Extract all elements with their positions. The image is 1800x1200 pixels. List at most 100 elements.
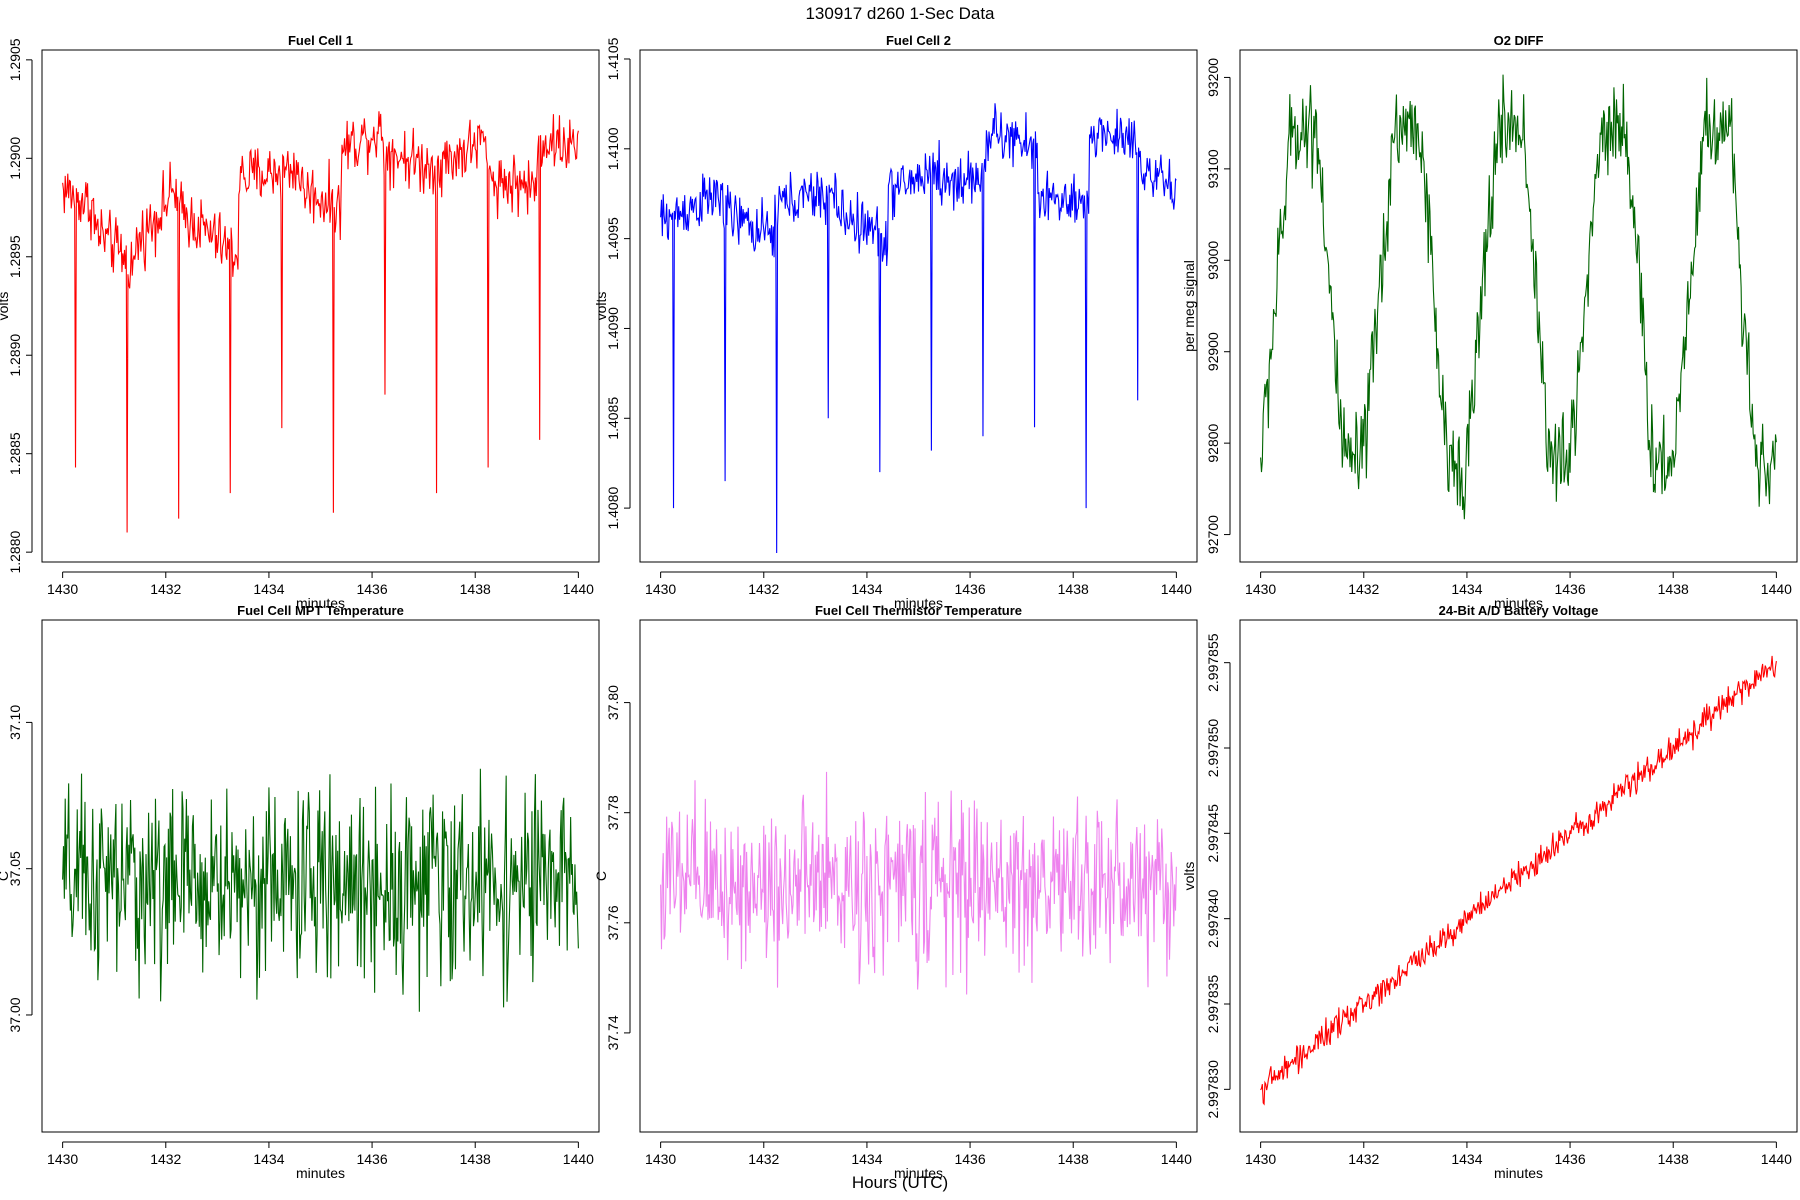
chart-panel-2: Fuel Cell 2 1430 1432 1434 1436 1438 1440 minut… — [593, 33, 1198, 611]
chart-panel-3: O2 DIFF 1430 1432 1434 1436 1438 1440 minutes 92… — [1181, 33, 1798, 611]
x-tick-label: 1438 — [1658, 1151, 1689, 1167]
y-tick-label: 92900 — [1205, 332, 1221, 371]
series-line — [660, 771, 1177, 995]
y-axis-label: C — [0, 871, 11, 881]
x-tick-label: 1434 — [253, 581, 284, 597]
series-line — [62, 111, 579, 533]
y-tick-label: 2.997835 — [1205, 975, 1221, 1034]
x-tick-label: 1438 — [460, 1151, 491, 1167]
plot-frame — [639, 49, 1198, 563]
y-tick-label: 2.997845 — [1205, 804, 1221, 863]
x-tick-label: 1436 — [954, 581, 985, 597]
y-tick-label: 92800 — [1205, 423, 1221, 462]
y-tick-label: 37.05 — [7, 851, 23, 886]
chart-panel-5: Fuel Cell Thermistor Temperature 1430 1432… — [593, 603, 1198, 1181]
x-axis-label: minutes — [296, 595, 345, 611]
x-axis-label: minutes — [1494, 595, 1543, 611]
chart-title: O2 DIFF — [1494, 33, 1544, 48]
chart-panel-4: Fuel Cell MPT Temperature 1430 1432 1434 143… — [0, 603, 600, 1181]
y-tick-label: 1.2880 — [7, 531, 23, 574]
x-tick-label: 1434 — [1451, 1151, 1482, 1167]
y-tick-label: 1.4090 — [605, 307, 621, 350]
y-tick-label: 92700 — [1205, 515, 1221, 554]
x-tick-label: 1436 — [356, 581, 387, 597]
y-axis-label: per meg signal — [1181, 260, 1197, 352]
x-axis-label: minutes — [894, 595, 943, 611]
y-tick-label: 37.78 — [605, 795, 621, 830]
y-tick-label: 1.2895 — [7, 235, 23, 278]
x-tick-label: 1438 — [1058, 1151, 1089, 1167]
y-tick-label: 1.2900 — [7, 137, 23, 180]
y-tick-label: 37.00 — [7, 997, 23, 1032]
x-tick-label: 1432 — [748, 581, 779, 597]
y-tick-label: 1.4080 — [605, 486, 621, 529]
figure-footer-label: Hours (UTC) — [852, 1173, 948, 1192]
x-tick-label: 1430 — [47, 581, 78, 597]
plot-frame — [41, 49, 600, 563]
plot-frame — [639, 619, 1198, 1133]
y-axis-label: volts — [593, 292, 609, 321]
x-tick-label: 1430 — [1245, 581, 1276, 597]
chart-title: Fuel Cell Thermistor Temperature — [815, 603, 1022, 618]
x-tick-label: 1436 — [1554, 581, 1585, 597]
x-tick-label: 1440 — [1161, 1151, 1192, 1167]
y-tick-label: 93100 — [1205, 149, 1221, 188]
y-axis-label: volts — [1181, 862, 1197, 891]
y-axis-label: volts — [0, 292, 11, 321]
x-tick-label: 1438 — [460, 581, 491, 597]
x-axis-label: minutes — [894, 1165, 943, 1181]
x-tick-label: 1436 — [954, 1151, 985, 1167]
x-tick-label: 1430 — [645, 1151, 676, 1167]
y-tick-label: 37.76 — [605, 905, 621, 940]
x-tick-label: 1432 — [1348, 581, 1379, 597]
y-tick-label: 1.4105 — [605, 37, 621, 80]
x-tick-label: 1440 — [1161, 581, 1192, 597]
series-line — [1260, 655, 1777, 1106]
y-tick-label: 2.997840 — [1205, 889, 1221, 948]
plot-frame — [1239, 49, 1798, 563]
chart-panel-1: Fuel Cell 1 1430 1432 1434 1436 1438 1440 minut… — [0, 33, 600, 611]
x-tick-label: 1440 — [1761, 1151, 1792, 1167]
x-axis-label: minutes — [1494, 1165, 1543, 1181]
chart-title: Fuel Cell MPT Temperature — [237, 603, 404, 618]
x-tick-label: 1440 — [1761, 581, 1792, 597]
y-tick-label: 1.4095 — [605, 217, 621, 260]
x-tick-label: 1430 — [1245, 1151, 1276, 1167]
x-tick-label: 1434 — [851, 581, 882, 597]
plot-frame — [41, 619, 600, 1133]
panels: Fuel Cell 1 1430 1432 1434 1436 1438 1440 minut… — [0, 33, 1798, 1181]
y-tick-label: 37.80 — [605, 685, 621, 720]
y-tick-label: 2.997855 — [1205, 633, 1221, 692]
x-tick-label: 1436 — [356, 1151, 387, 1167]
y-tick-label: 2.997850 — [1205, 719, 1221, 778]
y-tick-label: 2.997830 — [1205, 1060, 1221, 1119]
chart-panel-6: 24-Bit A/D Battery Voltage 1430 1432 1434 14… — [1181, 603, 1798, 1181]
y-tick-label: 1.2890 — [7, 334, 23, 377]
x-tick-label: 1434 — [851, 1151, 882, 1167]
y-tick-label: 1.2905 — [7, 38, 23, 81]
x-tick-label: 1434 — [1451, 581, 1482, 597]
figure-title: 130917 d260 1-Sec Data — [805, 4, 995, 23]
y-tick-label: 37.10 — [7, 705, 23, 740]
series-line — [62, 768, 579, 1012]
chart-title: Fuel Cell 1 — [288, 33, 353, 48]
x-tick-label: 1440 — [563, 581, 594, 597]
y-tick-label: 93000 — [1205, 241, 1221, 280]
series-line — [1260, 74, 1777, 520]
x-tick-label: 1436 — [1554, 1151, 1585, 1167]
x-tick-label: 1438 — [1058, 581, 1089, 597]
x-tick-label: 1434 — [253, 1151, 284, 1167]
series-line — [660, 103, 1177, 554]
chart-title: Fuel Cell 2 — [886, 33, 951, 48]
x-tick-label: 1430 — [47, 1151, 78, 1167]
y-tick-label: 1.4085 — [605, 397, 621, 440]
x-tick-label: 1432 — [150, 581, 181, 597]
x-tick-label: 1432 — [150, 1151, 181, 1167]
y-tick-label: 1.2885 — [7, 432, 23, 475]
x-tick-label: 1430 — [645, 581, 676, 597]
x-tick-label: 1432 — [748, 1151, 779, 1167]
x-tick-label: 1438 — [1658, 581, 1689, 597]
x-axis-label: minutes — [296, 1165, 345, 1181]
y-tick-label: 1.4100 — [605, 127, 621, 170]
